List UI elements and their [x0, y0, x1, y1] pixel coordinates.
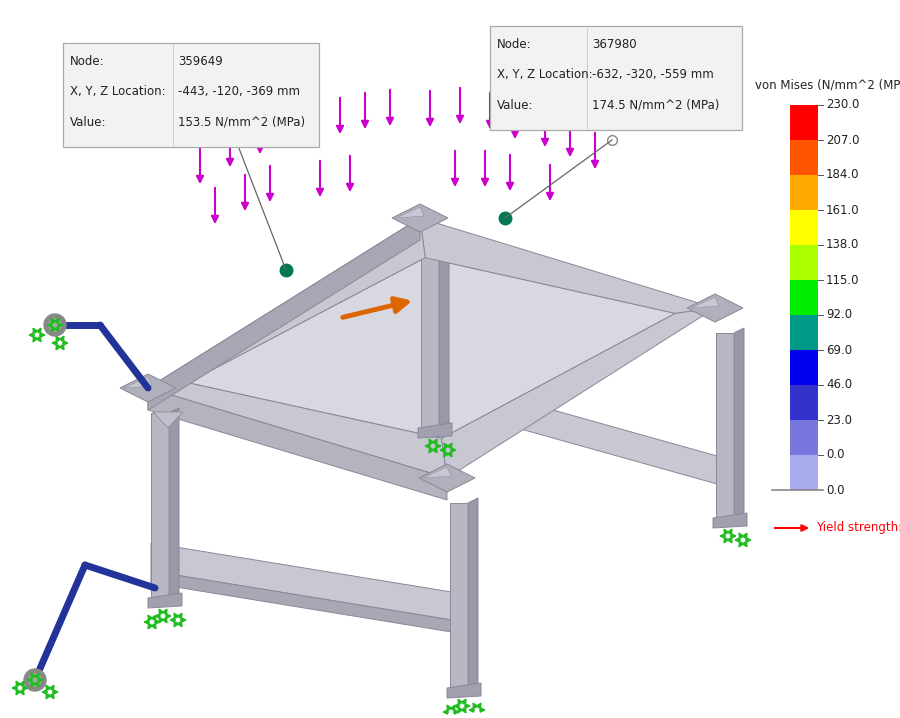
Text: Value:: Value:	[70, 116, 106, 129]
Polygon shape	[392, 204, 448, 232]
Polygon shape	[124, 377, 152, 388]
Polygon shape	[468, 498, 478, 688]
Bar	[790, 175, 818, 210]
Bar	[790, 315, 818, 350]
Polygon shape	[151, 543, 476, 624]
Polygon shape	[420, 218, 715, 313]
Polygon shape	[418, 423, 452, 438]
FancyBboxPatch shape	[63, 43, 319, 147]
Polygon shape	[439, 238, 449, 428]
Bar	[790, 350, 818, 385]
Polygon shape	[153, 412, 183, 428]
Text: -632, -320, -559 mm: -632, -320, -559 mm	[592, 68, 714, 81]
Text: Node:: Node:	[70, 55, 104, 68]
FancyBboxPatch shape	[490, 26, 742, 130]
Circle shape	[29, 674, 41, 686]
Bar	[790, 455, 818, 490]
Polygon shape	[148, 388, 447, 500]
Text: Node:: Node:	[497, 38, 532, 51]
Polygon shape	[419, 464, 475, 492]
Bar	[790, 105, 818, 140]
Text: 69.0: 69.0	[826, 343, 852, 357]
Text: 161.0: 161.0	[826, 203, 860, 217]
Polygon shape	[687, 294, 743, 322]
Text: -443, -120, -369 mm: -443, -120, -369 mm	[178, 85, 300, 98]
Polygon shape	[450, 503, 468, 688]
Text: 230.0: 230.0	[826, 98, 860, 111]
Polygon shape	[187, 258, 675, 439]
Text: 0.0: 0.0	[826, 483, 844, 497]
Polygon shape	[151, 571, 476, 636]
Text: von Mises (N/mm^2 (MPa)): von Mises (N/mm^2 (MPa))	[755, 79, 900, 92]
Polygon shape	[148, 218, 425, 388]
Text: Yield strength: 350.0: Yield strength: 350.0	[816, 521, 900, 534]
Text: 46.0: 46.0	[826, 378, 852, 391]
Circle shape	[49, 319, 61, 331]
Polygon shape	[716, 333, 734, 518]
Polygon shape	[148, 383, 447, 478]
Polygon shape	[148, 593, 182, 608]
Text: X, Y, Z Location:: X, Y, Z Location:	[70, 85, 166, 98]
Text: 367980: 367980	[592, 38, 636, 51]
Polygon shape	[423, 467, 451, 478]
Polygon shape	[148, 218, 420, 410]
Text: 0.0: 0.0	[826, 449, 844, 462]
Text: 153.5 N/mm^2 (MPa): 153.5 N/mm^2 (MPa)	[178, 116, 305, 129]
Bar	[790, 245, 818, 280]
Bar	[790, 280, 818, 315]
Circle shape	[24, 669, 46, 691]
Polygon shape	[396, 207, 424, 218]
Polygon shape	[120, 374, 176, 402]
Text: X, Y, Z Location:: X, Y, Z Location:	[497, 68, 592, 81]
Text: 23.0: 23.0	[826, 414, 852, 426]
Bar	[790, 420, 818, 455]
Circle shape	[44, 314, 66, 336]
Bar	[790, 140, 818, 175]
Polygon shape	[713, 513, 747, 528]
Text: 207.0: 207.0	[826, 134, 860, 146]
Polygon shape	[169, 408, 179, 598]
Text: 138.0: 138.0	[826, 238, 860, 251]
Text: 174.5 N/mm^2 (MPa): 174.5 N/mm^2 (MPa)	[592, 98, 719, 111]
Polygon shape	[421, 243, 439, 428]
Bar	[790, 385, 818, 420]
Text: 184.0: 184.0	[826, 169, 860, 182]
Polygon shape	[442, 308, 715, 478]
Text: 359649: 359649	[178, 55, 223, 68]
Text: 92.0: 92.0	[826, 309, 852, 322]
Text: 115.0: 115.0	[826, 274, 860, 286]
Polygon shape	[447, 683, 481, 698]
Polygon shape	[691, 297, 719, 308]
Text: Value:: Value:	[497, 98, 534, 111]
Bar	[790, 210, 818, 245]
Polygon shape	[734, 328, 744, 518]
Polygon shape	[151, 413, 169, 598]
Polygon shape	[421, 373, 742, 491]
